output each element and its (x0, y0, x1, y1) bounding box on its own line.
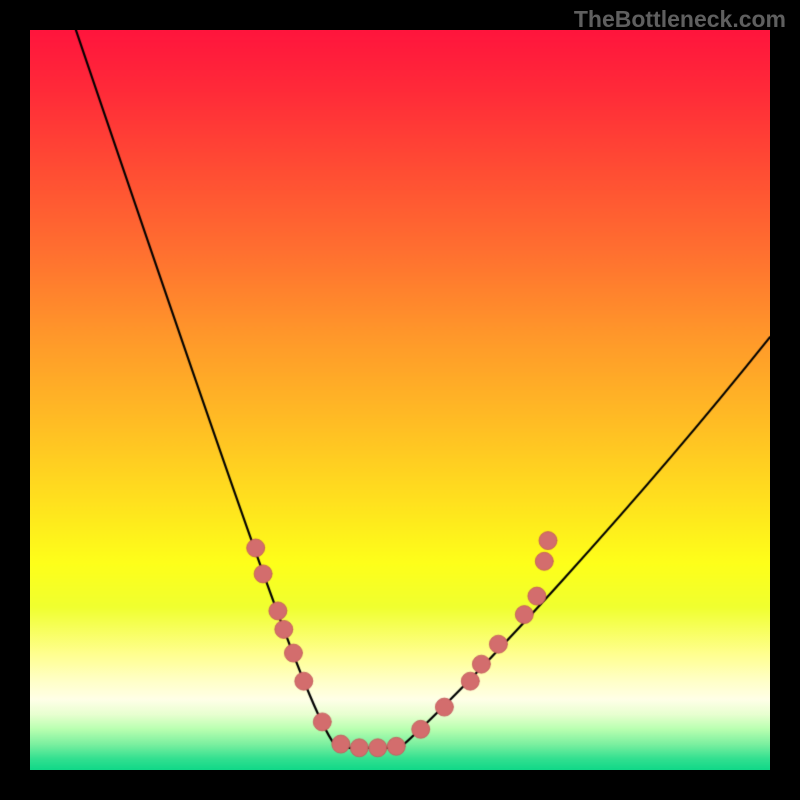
chart-plot-area (30, 30, 770, 770)
watermark-text: TheBottleneck.com (574, 6, 786, 33)
bottleneck-curve-layer (30, 30, 770, 770)
